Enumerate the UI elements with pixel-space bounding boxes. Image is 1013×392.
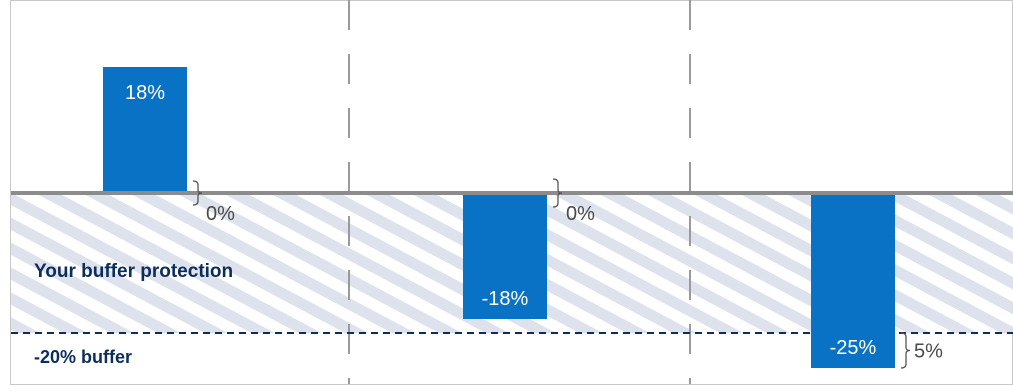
buffer-label: -20% buffer [34, 347, 132, 367]
buffer-protection-label: Your buffer protection [34, 261, 233, 282]
difference-label: 5% [914, 341, 943, 363]
brace-icon [901, 333, 910, 368]
difference-label: 0% [566, 203, 595, 225]
bar-value-label: -25% [830, 337, 877, 359]
difference-label: 0% [206, 203, 235, 225]
bar-value-label: 18% [125, 82, 165, 104]
bar-value-label: -18% [482, 288, 529, 310]
